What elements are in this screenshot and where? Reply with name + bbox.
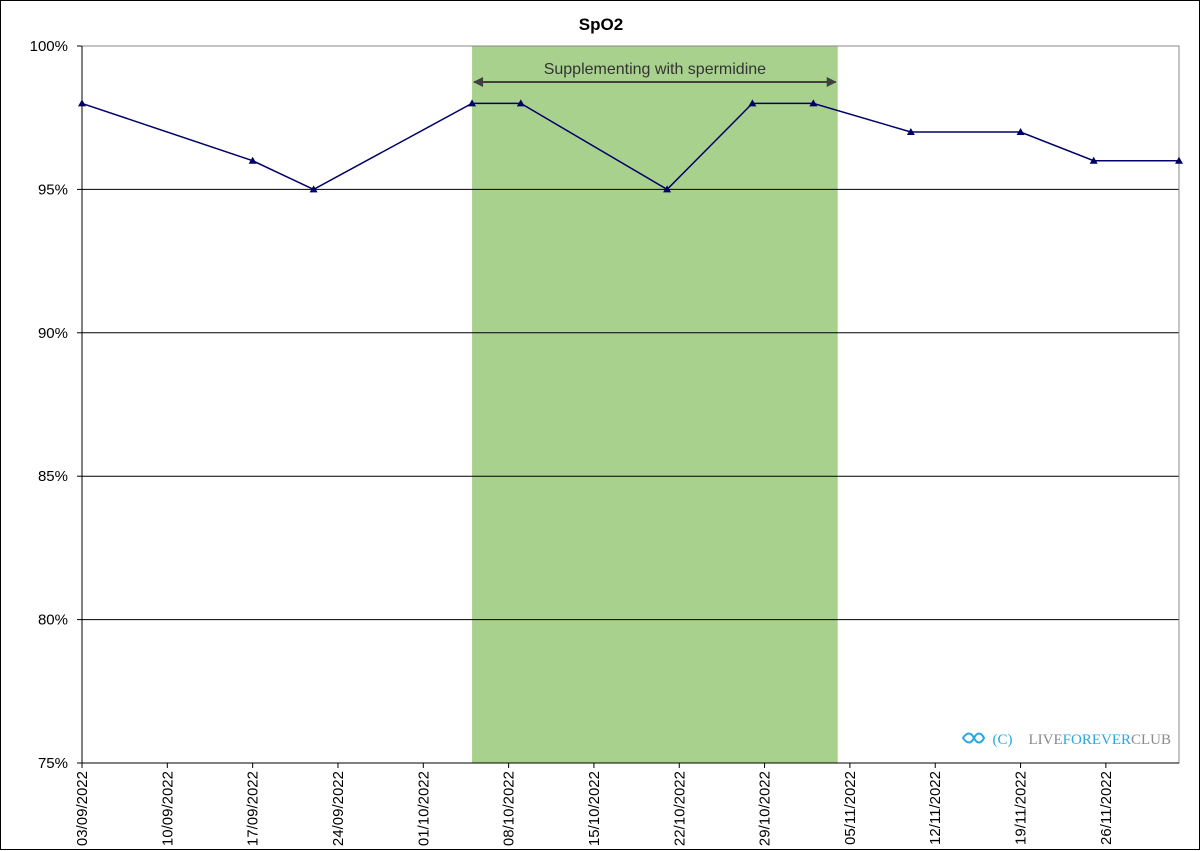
x-tick-label: 08/10/2022 [501,771,518,846]
chart-title: SpO2 [579,15,623,34]
data-point [748,99,757,107]
y-tick-label: 90% [38,325,68,342]
data-point [906,128,915,136]
watermark-live: LIVE [1028,732,1062,748]
y-tick-label: 85% [38,468,68,485]
shaded-region [472,46,838,763]
watermark-forever: FOREVER [1063,732,1131,748]
shaded-region-layer [472,46,838,763]
data-point [516,99,525,107]
watermark-text: (C) LIVEFOREVERCLUB [992,732,1171,748]
watermark-club: CLUB [1131,732,1171,748]
y-tick-label: 95% [38,181,68,198]
x-tick-label: 22/10/2022 [671,771,688,846]
annotation-layer: Supplementing with spermidine [473,61,837,87]
annotation-label: Supplementing with spermidine [544,61,766,78]
data-point [309,185,318,193]
y-tick-label: 100% [30,38,68,55]
x-tick-label: 15/10/2022 [586,771,603,846]
x-tick-label: 03/09/2022 [74,771,91,846]
infinity-icon [961,732,986,744]
series-layer [78,99,1183,193]
x-tick-label: 17/09/2022 [245,771,262,846]
x-tick-label: 19/11/2022 [1013,771,1030,845]
x-tick-label: 26/11/2022 [1098,771,1115,845]
data-point [1175,156,1183,164]
x-tick-label: 29/10/2022 [757,771,774,846]
data-point [248,156,257,164]
data-point [78,99,86,107]
data-point [1016,128,1025,136]
x-tick-label: 05/11/2022 [842,771,859,845]
data-point [468,99,477,107]
x-tick-label: 12/11/2022 [927,771,944,845]
y-tick-label: 80% [38,612,68,629]
x-tick-label: 10/09/2022 [159,771,176,846]
watermark-copyright: (C) [992,732,1012,748]
x-tick-label: 01/10/2022 [415,771,432,846]
arrow-right-head [826,77,837,87]
series-line [81,102,1179,191]
arrow-left-head [473,77,484,87]
data-point [663,185,672,193]
y-tick-label: 75% [38,755,68,772]
axes: 75% 80% 85% 90% 95% 100% 03/09/2022 10/09/2022 1… [30,38,1180,846]
watermark-logo: (C) LIVEFOREVERCLUB [961,732,1171,748]
data-point [809,99,818,107]
data-point [1089,156,1098,164]
x-tick-label: 24/09/2022 [330,771,347,846]
